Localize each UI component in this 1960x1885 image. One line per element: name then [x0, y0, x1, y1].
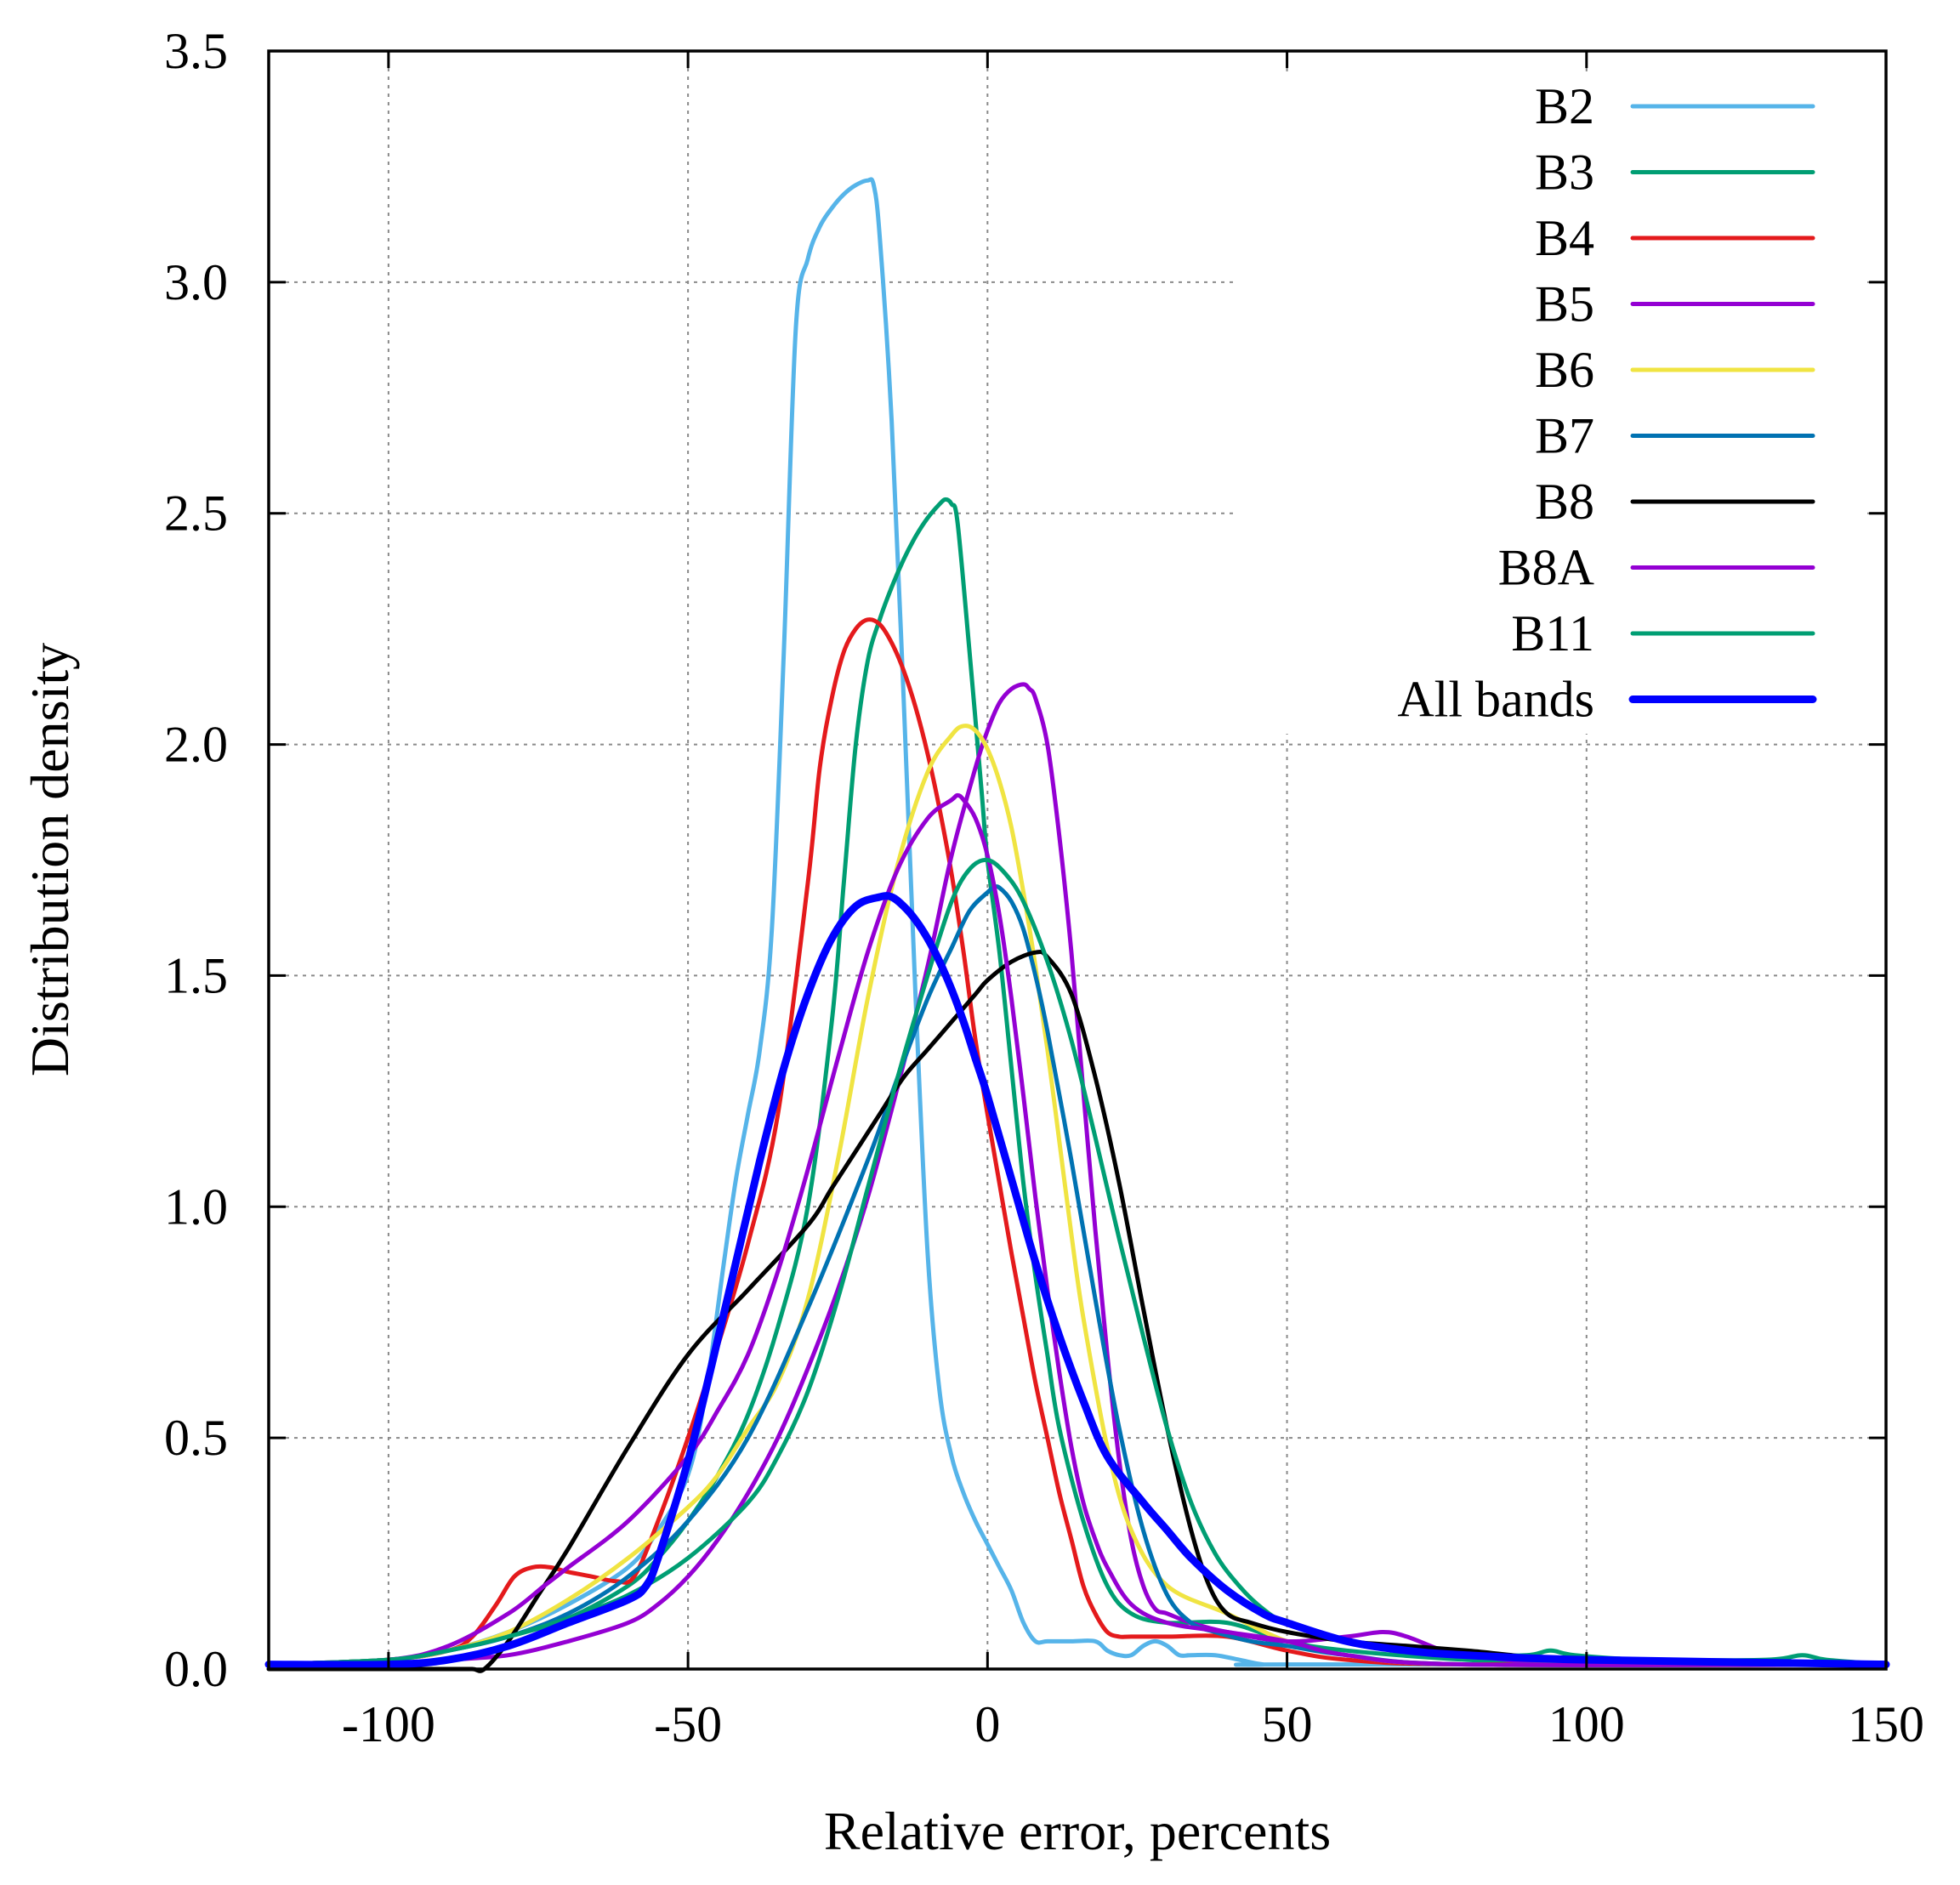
y-tick-label-2: 1.0 — [164, 1178, 228, 1235]
series-line-b6 — [266, 724, 1889, 1667]
legend-background — [1237, 72, 1866, 734]
y-axis-title: Distribution density — [20, 643, 80, 1076]
x-tick-label-2: 0 — [974, 1696, 1000, 1752]
y-tick-label-4: 2.0 — [164, 717, 228, 773]
y-tick-labels: 0.0 0.5 1.0 1.5 2.0 2.5 3.0 3.5 — [164, 23, 228, 1697]
axis-ticks — [269, 49, 1888, 1671]
x-tick-labels: -100 -50 0 50 100 150 — [342, 1696, 1924, 1752]
plot-frame — [267, 49, 1888, 1671]
series-line-b8a — [266, 792, 1889, 1667]
legend-label-b8: B8 — [1535, 474, 1594, 530]
series-line-all-bands — [264, 892, 1890, 1669]
legend-label-b3: B3 — [1535, 145, 1594, 201]
x-tick-label-0: -100 — [342, 1696, 435, 1752]
legend-label-b6: B6 — [1535, 342, 1594, 398]
series-line-b8 — [266, 949, 1889, 1673]
legend-label-b4: B4 — [1535, 210, 1594, 266]
y-tick-label-1: 0.5 — [164, 1410, 228, 1466]
legend-label-b2: B2 — [1535, 78, 1594, 134]
y-tick-label-0: 0.0 — [164, 1641, 228, 1697]
legend-box — [1237, 72, 1866, 734]
legend-label-b11: B11 — [1511, 605, 1594, 661]
y-tick-label-5: 2.5 — [164, 485, 228, 542]
series-line-b4 — [266, 617, 1889, 1667]
y-tick-label-6: 3.0 — [164, 254, 228, 310]
legend-label-b8a: B8A — [1498, 540, 1594, 596]
series-lines — [264, 177, 1890, 1673]
legend-label-b5: B5 — [1535, 276, 1594, 332]
legend: B2 B3 B4 B5 B6 B7 B8 B8A B11 All bands — [1397, 78, 1817, 728]
series-line-b2 — [266, 177, 1889, 1667]
x-tick-label-1: -50 — [654, 1696, 722, 1752]
x-tick-label-4: 100 — [1548, 1696, 1625, 1752]
x-tick-label-3: 50 — [1262, 1696, 1313, 1752]
legend-label-b7: B7 — [1535, 408, 1594, 464]
y-tick-label-7: 3.5 — [164, 23, 228, 79]
x-tick-label-5: 150 — [1848, 1696, 1924, 1752]
legend-label-all-bands: All bands — [1397, 672, 1594, 728]
y-tick-label-3: 1.5 — [164, 947, 228, 1003]
x-axis-title: Relative error, percents — [824, 1801, 1331, 1861]
